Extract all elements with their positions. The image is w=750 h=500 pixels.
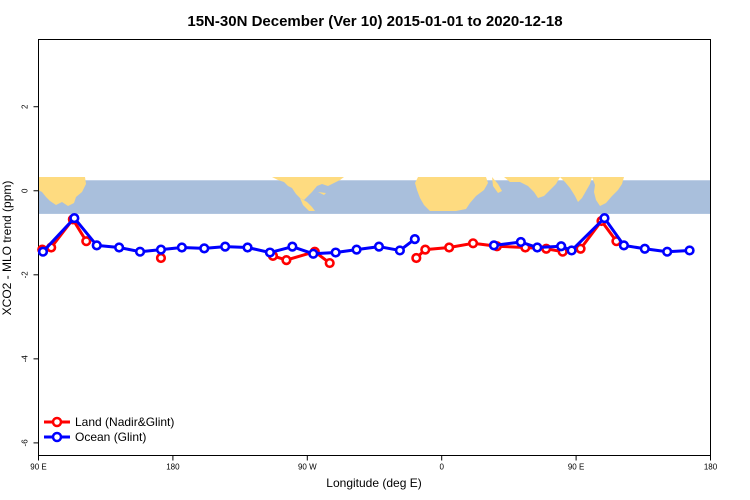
x-tick-label: 90 W <box>298 463 317 472</box>
y-tick-label: -4 <box>21 355 30 363</box>
map-land <box>300 198 315 211</box>
data-point <box>199 243 210 254</box>
data-point <box>155 252 167 264</box>
data-point <box>308 248 319 259</box>
data-point <box>515 236 526 248</box>
data-point <box>69 212 80 224</box>
map-land <box>415 177 488 211</box>
series-segment <box>570 216 606 252</box>
data-point <box>444 242 455 253</box>
data-point <box>556 241 567 252</box>
x-axis-label: Longitude (deg E) <box>326 476 421 490</box>
y-tick-label: 2 <box>21 104 30 109</box>
data-point <box>639 243 650 254</box>
data-point <box>81 236 92 247</box>
data-point <box>264 247 276 258</box>
legend-land-marker <box>51 416 63 428</box>
data-point <box>684 245 695 256</box>
data-point <box>420 244 431 255</box>
data-point <box>488 240 500 251</box>
data-point <box>599 212 610 224</box>
series-segment <box>602 216 626 247</box>
series-segment <box>72 216 99 247</box>
legend-ocean-marker <box>51 431 63 443</box>
map-land <box>318 192 326 195</box>
x-tick-label: 180 <box>704 463 718 472</box>
data-point <box>176 242 187 253</box>
map-land <box>560 177 592 202</box>
y-axis: 2 0 -2 -4 -6 <box>21 104 39 446</box>
world-map-band <box>38 177 711 214</box>
data-point <box>281 255 292 266</box>
data-point <box>467 238 479 249</box>
map-land <box>38 177 86 206</box>
legend-land-label: Land (Nadir&Glint) <box>75 415 174 429</box>
data-point <box>532 242 543 253</box>
map-land <box>504 177 560 198</box>
series-layer <box>37 212 695 269</box>
chart-title: 15N-30N December (Ver 10) 2015-01-01 to … <box>187 13 562 30</box>
data-point <box>409 233 420 245</box>
data-point <box>566 245 577 256</box>
x-axis: 90 E 180 90 W 0 90 E 180 <box>30 455 718 472</box>
x-tick-label: 90 E <box>568 463 584 472</box>
data-point <box>242 242 253 253</box>
series-land <box>37 214 622 269</box>
data-point <box>373 241 385 252</box>
x-tick-label: 180 <box>166 463 180 472</box>
data-point <box>394 245 405 256</box>
series-segment <box>41 216 76 254</box>
data-point <box>662 246 673 257</box>
y-tick-label: -6 <box>21 439 30 447</box>
series-ocean <box>37 212 695 259</box>
data-point <box>324 257 335 269</box>
data-point <box>114 242 125 253</box>
data-point <box>91 240 102 251</box>
y-tick-label: 0 <box>21 188 30 193</box>
y-tick-label: -2 <box>21 271 30 279</box>
x-tick-label: 90 E <box>30 463 46 472</box>
data-point <box>37 246 49 257</box>
data-point <box>220 241 231 252</box>
map-land <box>592 177 624 206</box>
data-point <box>618 240 629 251</box>
legend: Land (Nadir&Glint) Ocean (Glint) <box>44 415 174 444</box>
data-point <box>411 252 422 264</box>
map-land <box>492 177 502 193</box>
map-land <box>60 177 68 181</box>
data-point <box>134 246 146 257</box>
data-point <box>155 244 167 255</box>
data-point <box>330 247 341 258</box>
data-point <box>287 241 298 252</box>
data-point <box>575 243 586 254</box>
x-tick-label: 0 <box>439 463 444 472</box>
data-point <box>351 244 362 255</box>
y-axis-label: XCO2 - MLO trend (ppm) <box>0 181 14 316</box>
map-land <box>272 177 344 200</box>
legend-ocean-label: Ocean (Glint) <box>75 430 146 444</box>
